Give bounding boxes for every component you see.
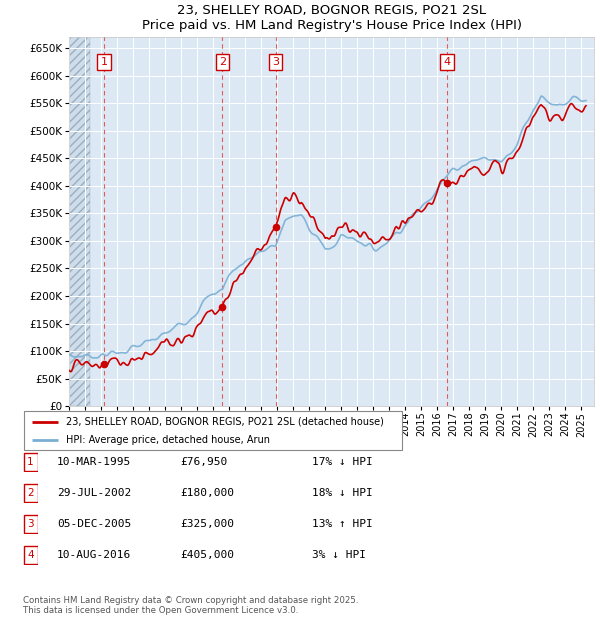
Text: 2: 2	[219, 57, 226, 67]
Title: 23, SHELLEY ROAD, BOGNOR REGIS, PO21 2SL
Price paid vs. HM Land Registry's House: 23, SHELLEY ROAD, BOGNOR REGIS, PO21 2SL…	[142, 4, 521, 32]
Bar	[69, 20, 90, 406]
Text: 17% ↓ HPI: 17% ↓ HPI	[312, 457, 373, 467]
Text: 4: 4	[27, 550, 34, 560]
Text: 1: 1	[101, 57, 107, 67]
Text: 13% ↑ HPI: 13% ↑ HPI	[312, 519, 373, 529]
Text: 3% ↓ HPI: 3% ↓ HPI	[312, 550, 366, 560]
Text: 1: 1	[27, 457, 34, 467]
FancyBboxPatch shape	[23, 546, 38, 564]
Text: 10-AUG-2016: 10-AUG-2016	[57, 550, 131, 560]
Text: £405,000: £405,000	[180, 550, 234, 560]
Text: £180,000: £180,000	[180, 488, 234, 498]
Text: 18% ↓ HPI: 18% ↓ HPI	[312, 488, 373, 498]
FancyBboxPatch shape	[23, 515, 38, 533]
Text: £325,000: £325,000	[180, 519, 234, 529]
FancyBboxPatch shape	[24, 411, 402, 449]
Text: Contains HM Land Registry data © Crown copyright and database right 2025.
This d: Contains HM Land Registry data © Crown c…	[23, 596, 358, 615]
Text: 29-JUL-2002: 29-JUL-2002	[57, 488, 131, 498]
FancyBboxPatch shape	[23, 453, 38, 471]
Text: 2: 2	[27, 488, 34, 498]
Text: 10-MAR-1995: 10-MAR-1995	[57, 457, 131, 467]
Text: HPI: Average price, detached house, Arun: HPI: Average price, detached house, Arun	[65, 435, 269, 445]
Text: 23, SHELLEY ROAD, BOGNOR REGIS, PO21 2SL (detached house): 23, SHELLEY ROAD, BOGNOR REGIS, PO21 2SL…	[65, 417, 383, 427]
Text: 3: 3	[27, 519, 34, 529]
Text: 3: 3	[272, 57, 279, 67]
FancyBboxPatch shape	[23, 484, 38, 502]
Text: £76,950: £76,950	[180, 457, 227, 467]
Text: 05-DEC-2005: 05-DEC-2005	[57, 519, 131, 529]
Text: 4: 4	[443, 57, 451, 67]
